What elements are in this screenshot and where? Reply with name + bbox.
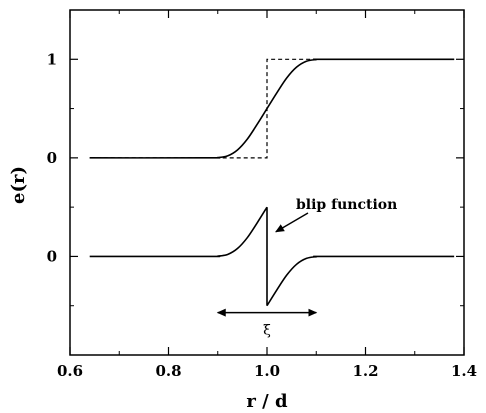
y-tick-label: 1 (47, 50, 57, 68)
blip-function-label: blip function (296, 197, 397, 213)
series-layer (89, 58, 455, 307)
blip-function-arrow (275, 212, 309, 233)
smooth-step-line (89, 58, 455, 159)
blip-function-line (89, 206, 455, 307)
y-tick-label: 0 (47, 149, 57, 167)
y-axis-label: e(r) (8, 166, 29, 204)
x-tick-label: 1.2 (352, 362, 378, 380)
annotation-layer: blip function ξ (216, 197, 397, 339)
y-tick-label: 0 (47, 247, 57, 265)
xi-label: ξ (263, 323, 271, 339)
x-ticks: 0.6 0.8 1.0 1.2 1.4 (57, 10, 477, 380)
step-function-line (89, 58, 455, 159)
y-ticks: 1 0 0 (47, 50, 464, 307)
x-tick-label: 0.6 (57, 362, 83, 380)
x-tick-label: 1.4 (451, 362, 477, 380)
x-tick-label: 1.0 (254, 362, 280, 380)
x-axis-label: r / d (246, 391, 288, 412)
x-tick-label: 0.8 (155, 362, 181, 380)
